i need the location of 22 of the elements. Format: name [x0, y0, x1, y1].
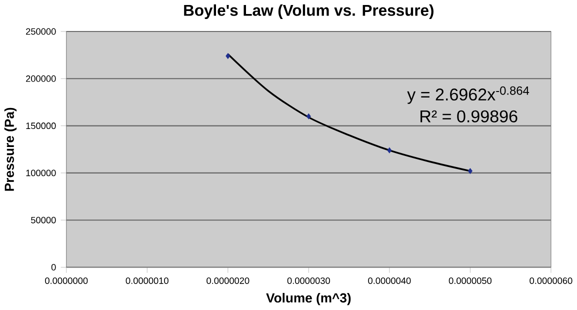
- point: [468, 168, 472, 174]
- x-tick-label: 0.0000010: [126, 278, 168, 284]
- x-tick-label: 0.0000000: [45, 278, 88, 284]
- y-tick-label: 250000: [26, 28, 56, 35]
- point: [387, 148, 392, 154]
- y-axis-title: Pressure (Pa): [4, 108, 17, 191]
- x-tick-label: 0.0000020: [206, 278, 250, 284]
- x-tick-label: 0.0000030: [287, 278, 330, 284]
- y-tick-label: 50000: [31, 217, 56, 224]
- point: [226, 53, 230, 60]
- y-tick-label: 0: [51, 264, 56, 271]
- x-axis-title: Volume (m^3): [266, 293, 351, 306]
- point: [306, 114, 311, 120]
- annotation: R² = 0.99896: [420, 110, 518, 123]
- x-tick-label: 0.0000050: [448, 278, 492, 284]
- chart-title: Boyle's Law (Volum vs. Pressure): [184, 4, 434, 20]
- x-tick-label: 0.0000060: [530, 278, 572, 284]
- annotation: y = 2.6962x$^{-0.864}$: [407, 86, 530, 104]
- y-tick-label: 200000: [26, 76, 56, 82]
- y-tick-label: 150000: [26, 122, 56, 130]
- x-tick-label: 0.0000040: [368, 278, 411, 284]
- y-tick-label: 100000: [26, 170, 56, 176]
